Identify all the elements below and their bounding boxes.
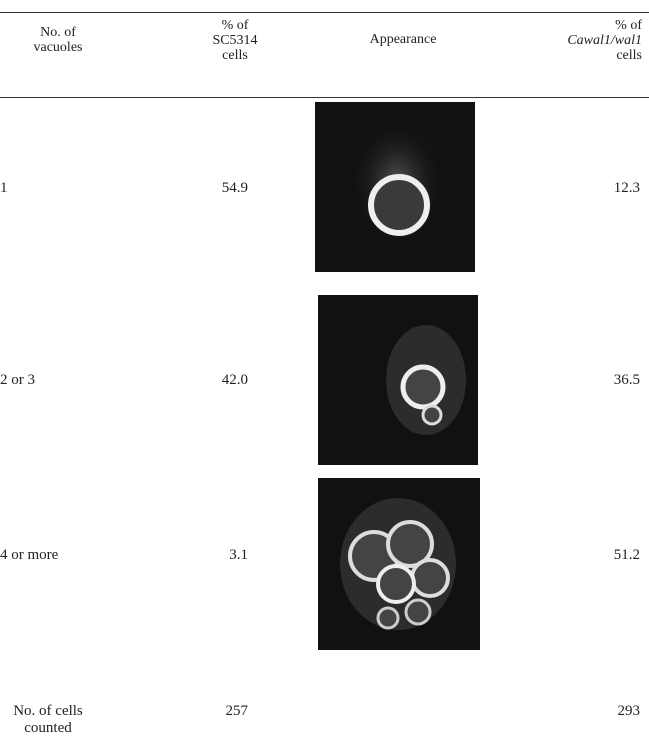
cell: 12.3 <box>560 180 640 197</box>
cell: 257 <box>190 703 248 720</box>
page: {"table": { "header": [ {"lines": ["No. … <box>0 0 649 747</box>
header-line: No. of <box>18 25 98 40</box>
label-line: counted <box>0 720 96 737</box>
label-line: No. of cells <box>0 703 96 720</box>
cell: 293 <box>560 703 640 720</box>
header-line: cells <box>540 48 642 63</box>
cell: 42.0 <box>190 372 248 389</box>
header-line: vacuoles <box>18 40 98 55</box>
cell: 51.2 <box>560 547 640 564</box>
header-line: % of <box>540 18 642 33</box>
header-cell: No. of vacuoles <box>18 25 98 55</box>
header-cell: Appearance <box>343 32 463 47</box>
cell: 36.5 <box>560 372 640 389</box>
micrograph <box>318 295 478 465</box>
header-line: cells <box>195 48 275 63</box>
header-line: % of <box>195 18 275 33</box>
top-rule <box>0 12 649 13</box>
header-rule <box>0 97 649 98</box>
header-line: SC5314 <box>195 33 275 48</box>
header-cell: % of SC5314 cells <box>195 18 275 63</box>
row-label: 2 or 3 <box>0 372 35 389</box>
row-label: 4 or more <box>0 547 58 564</box>
row-label: No. of cells counted <box>0 703 96 737</box>
cell: 3.1 <box>190 547 248 564</box>
micrograph <box>318 478 480 650</box>
cell: 54.9 <box>190 180 248 197</box>
header-line-italic: Cawal1/wal1 <box>567 33 642 48</box>
row-label: 1 <box>0 180 8 197</box>
micrograph <box>315 102 475 272</box>
header-line: Appearance <box>343 32 463 47</box>
header-cell: % of Cawal1/wal1 cells <box>540 18 642 63</box>
header-line: Cawal1/wal1 <box>540 33 642 48</box>
